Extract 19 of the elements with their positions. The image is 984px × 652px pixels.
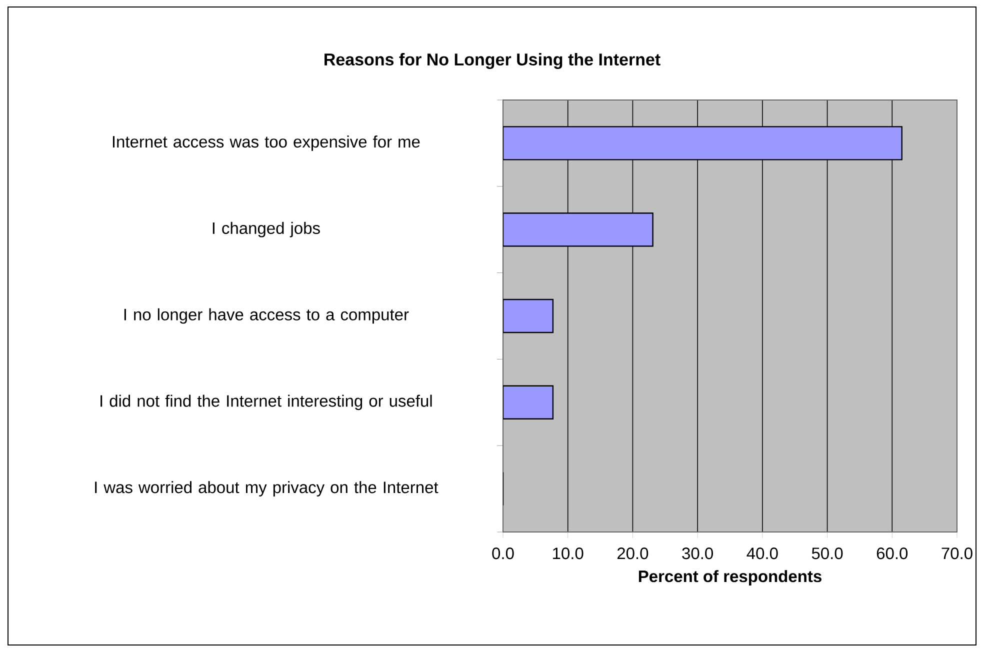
x-tick-label: 10.0 [553,548,584,560]
x-tick-label: 0.0 [492,548,514,560]
x-tick-label: 40.0 [746,548,778,560]
y-tick-label: I changed jobs [212,222,320,238]
chart-title: Reasons for No Longer Using the Internet [324,53,660,69]
x-tick-label: 20.0 [617,548,648,560]
x-axis-title: Percent of respondents [638,570,822,586]
y-tick-label: I no longer have access to a computer [124,308,409,324]
x-tick-label: 30.0 [682,548,713,560]
bar [503,298,554,334]
bar [503,385,554,420]
x-tick-label: 50.0 [812,548,843,560]
x-tick-label: 70.0 [942,548,972,560]
y-tick-label: Internet access was too expensive for me [112,136,420,151]
bar [503,212,654,247]
bar [503,126,902,160]
y-tick-label: I did not find the Internet interesting or useful [100,394,432,410]
y-tick-label: I was worried about my privacy on the Internet [95,481,438,496]
x-tick-label: 60.0 [876,548,908,560]
